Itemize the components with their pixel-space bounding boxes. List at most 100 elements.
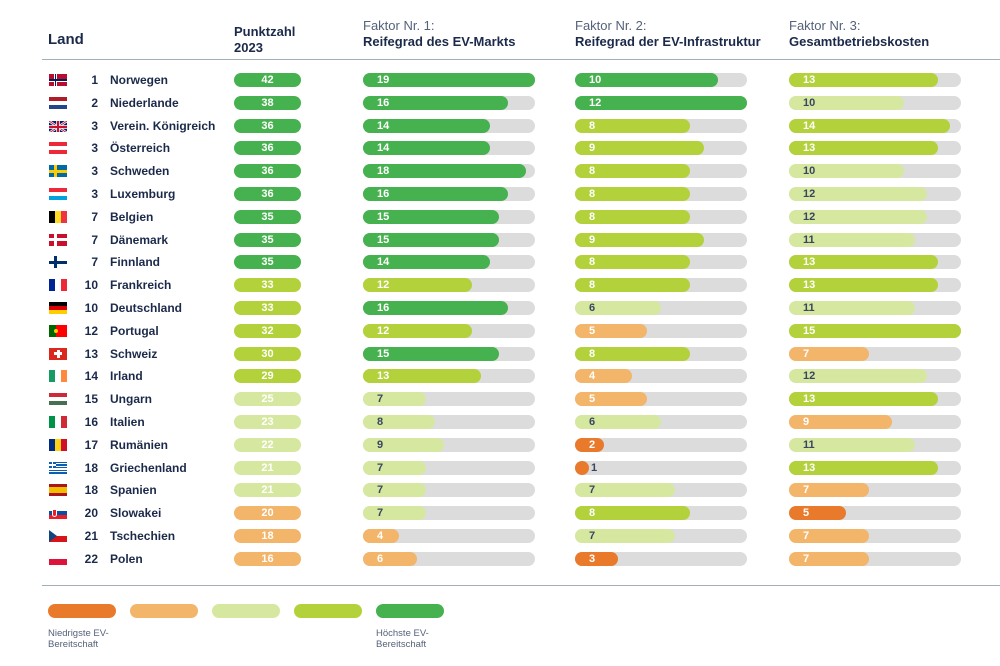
rank: 18 [84,483,98,498]
table-row: 7 Dänemark 35 15 9 11 [0,229,1000,252]
f3-bar-track: 11 [789,301,961,315]
f1-bar [363,164,526,179]
f1-bar [363,506,427,521]
header-score-line2: 2023 [234,40,263,55]
f3-bar-track: 15 [789,323,961,338]
f3-value: 13 [803,461,816,474]
rank: 2 [91,95,98,110]
f1-bar-track: 8 [363,415,535,429]
f3-bar-track: 11 [789,437,961,452]
country-name: Portugal [110,323,159,338]
rank: 7 [91,209,98,224]
f2-bar [575,346,690,361]
rank: 18 [84,460,98,475]
f2-value: 8 [589,507,596,520]
score-pill: 29 [234,369,301,384]
f1-bar [363,95,508,110]
legend-swatch-low [130,604,198,618]
flag-no-icon [49,74,67,86]
header-factor-3: Faktor Nr. 3: Gesamtbetriebskosten [789,18,929,50]
f3-value: 13 [803,142,816,155]
f1-bar [363,437,445,452]
f1-value: 6 [377,552,384,565]
header-factor-1-label: Faktor Nr. 1: [363,18,435,33]
rank: 17 [84,437,98,452]
f2-bar-track: 6 [575,415,747,429]
f3-bar-track: 7 [789,483,961,498]
table-row: 17 Rumänien 22 9 2 11 [0,434,1000,457]
f2-bar [575,95,747,110]
f1-bar-track: 18 [363,164,535,179]
flag-lu-icon [49,188,67,200]
f2-bar [575,415,661,429]
flag-it-icon [49,416,67,428]
country-name: Dänemark [110,232,169,247]
f3-value: 7 [803,484,810,497]
f2-bar [575,529,676,543]
flag-be-icon [49,210,67,223]
f2-bar-track: 8 [575,255,747,270]
f1-value: 15 [377,233,390,246]
country-name: Ungarn [110,392,152,407]
f2-bar-track: 8 [575,209,747,224]
f2-bar [575,255,690,270]
f2-bar [575,301,661,315]
f1-value: 14 [377,119,390,132]
table-row: 10 Deutschland 33 16 6 11 [0,297,1000,320]
legend-swatch-mid [212,604,280,618]
f3-bar-track: 13 [789,255,961,270]
f3-value: 11 [803,302,815,314]
header-factor-2: Faktor Nr. 2: Reifegrad der EV-Infrastru… [575,18,761,50]
country-name: Niederlande [110,95,179,110]
flag-dk-icon [49,233,67,246]
rank: 3 [91,187,98,201]
f3-value: 13 [803,393,816,406]
country-name: Slowakei [110,506,162,521]
table-row: 12 Portugal 32 12 5 15 [0,320,1000,343]
f2-bar [575,323,647,338]
f2-bar [575,460,589,475]
country-name: Norwegen [110,73,169,87]
flag-se-icon [49,165,67,178]
country-name: Rumänien [110,437,169,452]
f3-value: 13 [803,74,816,86]
table-row: 3 Schweden 36 18 8 10 [0,160,1000,183]
table-row: 20 Slowakei 20 7 8 5 [0,502,1000,525]
f1-value: 7 [377,484,384,497]
f2-value: 5 [589,393,596,406]
f1-value: 19 [377,74,390,86]
table-row: 16 Italien 23 8 6 9 [0,411,1000,434]
f1-value: 7 [377,507,384,520]
country-name: Österreich [110,141,171,156]
score-pill: 23 [234,415,301,429]
f3-bar-track: 12 [789,187,961,201]
f3-bar [789,255,939,270]
f1-value: 9 [377,438,384,451]
header-land: Land [48,31,84,48]
country-name: Verein. Königreich [110,118,216,133]
table-row: 18 Spanien 21 7 7 7 [0,479,1000,502]
header-factor-3-label: Faktor Nr. 3: [789,18,861,33]
f3-bar [789,278,939,293]
f1-bar-track: 14 [363,118,535,133]
f2-bar-track: 8 [575,187,747,201]
rank: 1 [91,73,98,87]
score-pill: 36 [234,141,301,156]
f2-bar-track: 8 [575,346,747,361]
f1-value: 7 [377,393,384,406]
f1-value: 16 [377,302,390,314]
flag-at-icon [49,142,67,155]
f3-value: 7 [803,552,810,565]
f3-bar-track: 7 [789,529,961,543]
f2-bar-track: 2 [575,437,747,452]
f1-value: 12 [377,324,390,337]
f3-value: 15 [803,324,816,337]
f3-bar-track: 14 [789,118,961,133]
score-pill: 36 [234,187,301,201]
f3-bar [789,506,847,521]
f1-bar [363,118,490,133]
header-factor-1-title: Reifegrad des EV-Markts [363,34,516,49]
flag-gr-icon [49,461,67,474]
f1-bar [363,187,508,201]
header-factor-3-title: Gesamtbetriebskosten [789,34,930,49]
